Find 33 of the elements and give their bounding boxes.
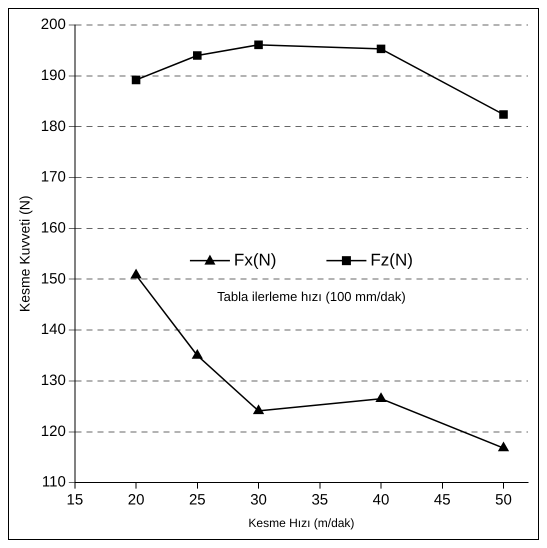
point bbox=[130, 269, 142, 278]
x-tick-label: 40 bbox=[372, 492, 390, 509]
x-tick-label: 20 bbox=[128, 492, 144, 509]
point bbox=[498, 442, 509, 452]
y-tick-label: 140 bbox=[40, 321, 66, 338]
y-tick-label: 190 bbox=[40, 66, 66, 84]
point bbox=[132, 76, 140, 84]
point bbox=[376, 392, 386, 402]
point bbox=[192, 350, 202, 359]
annotation: Tabla ilerleme hızı (100 mm/dak) bbox=[217, 288, 406, 304]
y-tick-label: 180 bbox=[40, 118, 66, 135]
y-tick-label: 120 bbox=[40, 422, 66, 440]
x-tick-label: 15 bbox=[66, 492, 84, 509]
point bbox=[376, 44, 386, 54]
x-tick-label: 45 bbox=[434, 492, 451, 509]
point bbox=[254, 40, 263, 50]
x-tick-label: 30 bbox=[250, 492, 267, 509]
point bbox=[193, 51, 202, 60]
point bbox=[253, 405, 264, 414]
point bbox=[499, 110, 508, 119]
x-tick-label: 25 bbox=[188, 492, 206, 509]
legend-label: Fx(N) bbox=[234, 250, 276, 270]
y-axis-title: Kesme Kuvveti (N) bbox=[16, 195, 32, 312]
y-tick-label: 170 bbox=[40, 168, 66, 186]
y-tick-label: 150 bbox=[40, 270, 66, 288]
y-tick-label: 110 bbox=[42, 474, 66, 491]
x-tick-label: 35 bbox=[311, 492, 328, 509]
y-tick-label: 130 bbox=[40, 372, 66, 390]
x-axis-title: Kesme Hızı (m/dak) bbox=[248, 516, 354, 530]
y-tick-label: 160 bbox=[40, 220, 66, 237]
y-tick-label: 200 bbox=[40, 16, 66, 34]
legend-label: Fz(N) bbox=[370, 250, 413, 270]
x-tick-label: 50 bbox=[495, 492, 512, 509]
